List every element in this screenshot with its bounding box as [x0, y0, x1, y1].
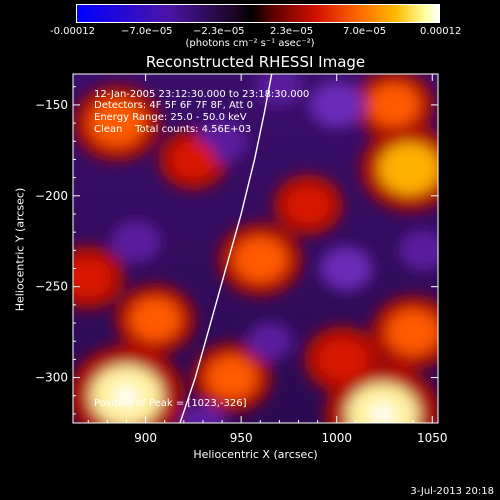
coldspot — [398, 230, 438, 271]
hotspot — [378, 142, 438, 195]
hotspot — [346, 383, 419, 423]
hotspot — [286, 186, 330, 224]
chart-title: Reconstructed RHESSI Image — [145, 53, 366, 71]
y-tick-label: −150 — [35, 98, 68, 112]
hotspot — [206, 356, 257, 399]
annotation-peak-position: Position of Peak = [1023,-326] — [94, 398, 247, 409]
peak-core — [114, 385, 139, 406]
plot-frame — [72, 73, 439, 424]
annotation-detectors: Detectors: 4F 5F 6F 7F 8F, Att 0 — [94, 100, 254, 111]
hotspot — [318, 339, 367, 380]
colorbar-tick: 0.00012 — [420, 26, 462, 37]
y-axis-label: Heliocentric Y (arcsec) — [13, 187, 27, 312]
hotspot — [73, 258, 112, 297]
colorbar — [76, 4, 440, 23]
colorbar-unit-label: (photons cm⁻² s⁻¹ asec⁻²) — [185, 38, 315, 49]
hotspot — [171, 140, 216, 178]
x-tick-label: 1000 — [321, 431, 352, 445]
annotation-energy-range: Energy Range: 25.0 - 50.0 keV — [94, 112, 247, 123]
x-tick-label: 1050 — [417, 431, 448, 445]
coldspot — [320, 246, 373, 291]
colorbar-tick: -0.00012 — [50, 26, 95, 37]
coldspot — [111, 219, 162, 263]
solar-limb-line — [179, 74, 273, 423]
y-tick-label: −200 — [35, 189, 68, 203]
hotspot — [89, 99, 145, 147]
peak-core — [370, 403, 395, 423]
coldspot — [247, 321, 293, 361]
colorbar-tick: −2.3e−05 — [193, 26, 245, 37]
coldspot — [309, 81, 364, 129]
annotation-clean-counts: Clean Total counts: 4.56E+03 — [94, 124, 252, 135]
footer-date: 3-Jul-2013 20:18 — [410, 486, 494, 497]
hotspot — [234, 237, 287, 282]
hotspot — [130, 298, 181, 341]
x-axis-label: Heliocentric X (arcsec) — [193, 448, 318, 461]
colorbar-tick: −7.0e−05 — [121, 26, 173, 37]
x-tick-label: 900 — [134, 431, 157, 445]
x-tick-label: 950 — [230, 431, 253, 445]
annotation-time-range: 12-Jan-2005 23:12:30.000 to 23:18:30.000 — [94, 89, 310, 100]
hotspot — [369, 83, 420, 127]
y-tick-label: −250 — [35, 280, 68, 294]
colorbar-tick: 7.0e−05 — [343, 26, 387, 37]
colorbar-tick: 2.3e−05 — [270, 26, 314, 37]
coldspot — [256, 74, 303, 107]
y-tick-label: −300 — [35, 371, 68, 385]
hotspot — [387, 309, 438, 355]
coldspot — [180, 403, 226, 423]
